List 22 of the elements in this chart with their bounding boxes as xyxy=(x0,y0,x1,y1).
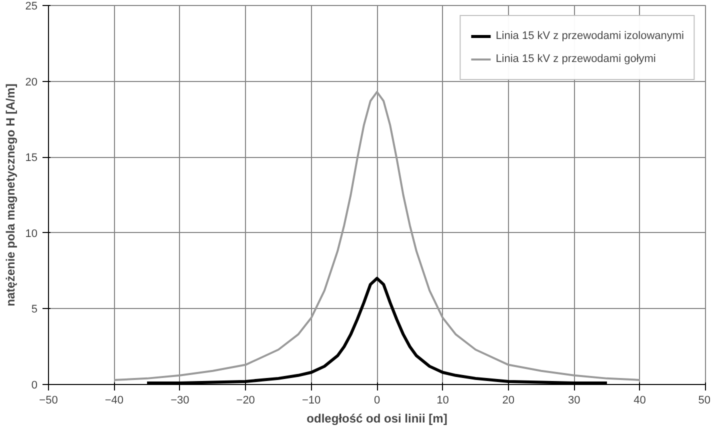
x-tick-label: 30 xyxy=(568,394,580,406)
y-tick-label: 10 xyxy=(25,228,38,240)
x-axis-title: odległość od osi linii [m] xyxy=(306,412,448,426)
x-tick-label: 50 xyxy=(698,394,711,406)
line-series xyxy=(113,90,641,381)
x-tick-label: 20 xyxy=(502,394,515,406)
x-tick-label: −40 xyxy=(104,394,124,406)
x-tick-label: −50 xyxy=(39,394,58,406)
y-tick-label: 0 xyxy=(31,380,38,392)
x-tick-label: 10 xyxy=(436,394,449,406)
y-tick-label: 5 xyxy=(31,304,38,316)
x-tick-label: 0 xyxy=(374,394,380,406)
legend-label: Linia 15 kV z przewodami gołymi xyxy=(496,53,656,65)
x-tick-label: −20 xyxy=(236,394,255,406)
x-tick-label: −10 xyxy=(302,394,321,406)
y-tick-label: 15 xyxy=(25,152,38,164)
y-tick-label: 25 xyxy=(25,0,38,12)
x-tick-label: −30 xyxy=(170,394,190,406)
x-tick-label: 40 xyxy=(634,394,646,406)
legend-label: Linia 15 kV z przewodami izolowanymi xyxy=(496,30,684,42)
y-tick-label: 20 xyxy=(25,76,38,88)
y-axis-title: natężenie pola magnetycznego H [A/m] xyxy=(3,84,18,306)
